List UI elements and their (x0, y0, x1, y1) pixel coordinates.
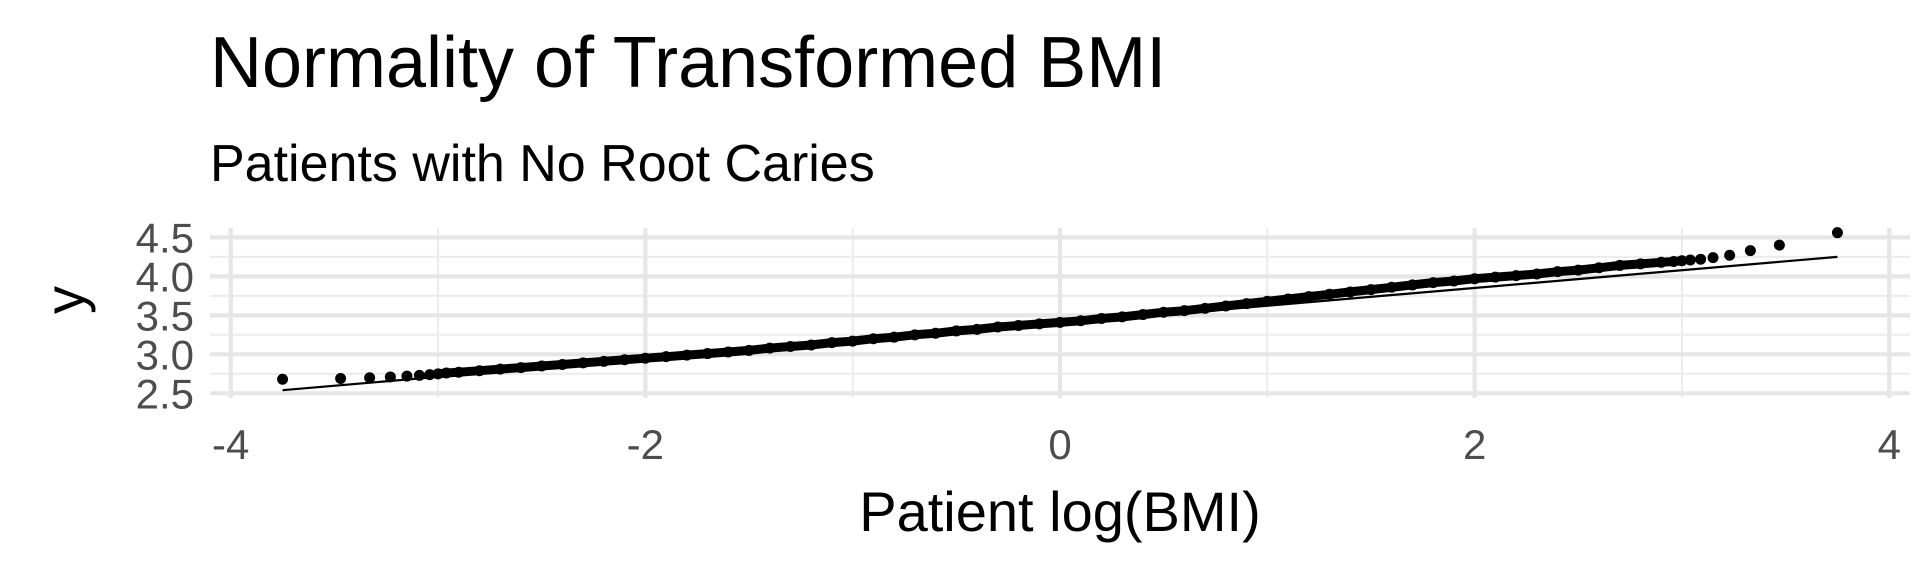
data-point (1448, 275, 1460, 287)
data-point (660, 351, 672, 363)
data-point (1261, 295, 1273, 307)
x-tick-label: -2 (627, 421, 664, 468)
data-point (1655, 256, 1667, 268)
y-tick-label: 2.5 (136, 370, 194, 417)
chart-title: Normality of Transformed BMI (210, 23, 1166, 103)
data-point (1614, 259, 1626, 271)
data-point (930, 327, 942, 339)
data-point (1668, 256, 1680, 268)
data-point (1831, 227, 1843, 239)
data-points (277, 227, 1843, 385)
data-point (888, 331, 900, 343)
data-point (1634, 258, 1646, 270)
data-point (1324, 288, 1336, 300)
data-point (847, 335, 859, 347)
data-point (515, 362, 527, 374)
data-point (805, 339, 817, 351)
data-point (867, 333, 879, 345)
data-point (1676, 255, 1688, 267)
data-point (335, 373, 347, 385)
x-tick-label: 2 (1463, 421, 1486, 468)
data-point (556, 358, 568, 370)
data-point (971, 323, 983, 335)
chart-subtitle: Patients with No Root Caries (210, 135, 875, 193)
data-point (1684, 254, 1696, 266)
data-point (424, 369, 436, 381)
data-point (1531, 268, 1543, 280)
data-point (413, 369, 425, 381)
x-tick-label: 0 (1048, 421, 1071, 468)
data-point (1282, 293, 1294, 305)
data-point (1406, 279, 1418, 291)
data-point (1427, 277, 1439, 289)
x-tick-label: 4 (1878, 421, 1901, 468)
data-point (764, 342, 776, 354)
x-axis-tick-labels: -4 -2 0 2 4 (212, 421, 1901, 468)
data-point (1510, 270, 1522, 282)
data-point (1593, 262, 1605, 274)
data-point (1178, 305, 1190, 317)
data-point (826, 337, 838, 349)
data-point (1241, 298, 1253, 310)
data-point (474, 365, 486, 377)
data-point (440, 367, 452, 379)
data-point (1116, 311, 1128, 323)
data-point (1075, 315, 1087, 327)
data-point (494, 363, 506, 375)
data-point (1054, 316, 1066, 328)
y-axis-tick-labels: 2.53.03.54.04.5 (136, 214, 194, 417)
data-point (277, 373, 289, 385)
data-point (1220, 300, 1232, 312)
data-point (1344, 286, 1356, 298)
data-point (401, 370, 413, 382)
data-point (1572, 264, 1584, 276)
y-tick-label: 3.0 (136, 331, 194, 378)
data-point (1199, 302, 1211, 314)
data-point (364, 372, 376, 384)
data-point (577, 357, 589, 369)
data-point (536, 360, 548, 372)
y-tick-label: 3.5 (136, 292, 194, 339)
data-point (384, 371, 396, 383)
data-point (1095, 312, 1107, 324)
data-point (453, 366, 465, 378)
data-point (1469, 273, 1481, 285)
data-point (702, 348, 714, 360)
data-point (784, 341, 796, 353)
data-point (681, 349, 693, 361)
y-axis-title: y (33, 286, 96, 314)
data-point (1695, 253, 1707, 265)
data-point (432, 368, 444, 380)
data-point (1489, 271, 1501, 283)
data-point (1158, 306, 1170, 318)
data-point (1303, 291, 1315, 303)
data-point (639, 352, 651, 364)
data-point (1365, 284, 1377, 296)
data-point (1773, 239, 1785, 251)
y-tick-label: 4.5 (136, 214, 194, 261)
data-point (1744, 245, 1756, 257)
data-point (1137, 309, 1149, 321)
grid-lines (210, 228, 1910, 398)
data-point (722, 346, 734, 358)
data-point (1724, 249, 1736, 261)
data-point (1707, 252, 1719, 264)
data-point (909, 329, 921, 341)
x-tick-label: -4 (212, 421, 249, 468)
data-point (1013, 319, 1025, 331)
y-tick-label: 4.0 (136, 253, 194, 300)
data-point (743, 344, 755, 356)
data-point (992, 321, 1004, 333)
data-point (1386, 281, 1398, 293)
data-point (598, 355, 610, 367)
data-point (1033, 318, 1045, 330)
data-point (619, 354, 631, 366)
data-point (1552, 266, 1564, 278)
x-axis-title: Patient log(BMI) (859, 480, 1261, 543)
data-point (950, 325, 962, 337)
